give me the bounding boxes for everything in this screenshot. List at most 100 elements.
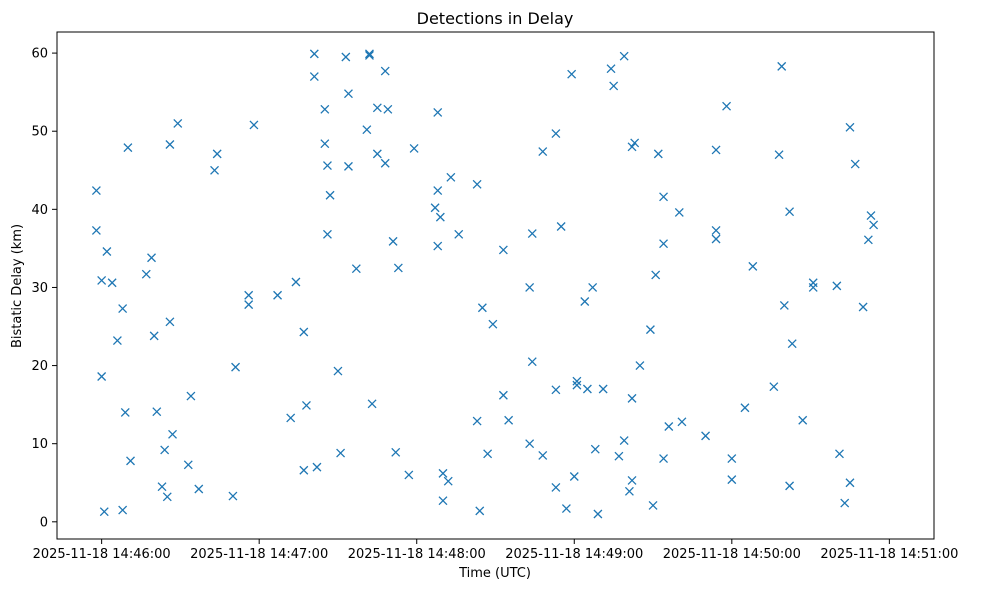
data-point-marker	[99, 507, 109, 517]
data-point-marker	[787, 339, 797, 349]
data-point-marker	[561, 504, 571, 513]
data-point-marker	[149, 331, 159, 341]
data-point-marker	[593, 509, 603, 519]
data-point-marker	[569, 472, 579, 481]
data-point-marker	[835, 449, 844, 459]
x-tick-label: 2025-11-18 14:47:00	[190, 547, 328, 562]
data-point-marker	[483, 449, 493, 459]
data-point-marker	[372, 103, 382, 113]
data-point-marker	[582, 384, 592, 394]
data-point-marker	[651, 270, 661, 280]
data-points	[91, 49, 879, 519]
y-tick-label: 0	[40, 515, 48, 530]
data-point-marker	[774, 150, 784, 160]
data-point-marker	[653, 149, 663, 159]
data-point-marker	[551, 385, 561, 395]
data-point-marker	[141, 269, 151, 279]
data-point-marker	[635, 361, 645, 371]
data-point-marker	[147, 253, 156, 263]
data-point-marker	[863, 235, 873, 245]
data-point-marker	[309, 49, 319, 59]
data-point-marker	[438, 496, 448, 506]
y-axis-label: Bistatic Delay (km)	[10, 224, 25, 348]
data-point-marker	[343, 89, 353, 99]
data-point-marker	[627, 475, 637, 485]
y-tick-label: 40	[31, 203, 48, 218]
data-point-marker	[572, 376, 582, 386]
data-point-marker	[769, 382, 779, 392]
x-tick-label: 2025-11-18 14:51:00	[820, 547, 958, 562]
data-point-marker	[343, 161, 353, 171]
data-point-marker	[435, 212, 445, 222]
data-point-marker	[498, 245, 508, 255]
data-point-marker	[866, 211, 876, 221]
data-point-marker	[551, 482, 561, 492]
data-point-marker	[433, 186, 443, 196]
data-point-marker	[488, 319, 498, 329]
data-point-marker	[299, 465, 309, 475]
data-point-marker	[551, 129, 561, 139]
plot-area-frame	[56, 31, 935, 540]
data-point-marker	[446, 172, 456, 182]
data-point-marker	[674, 207, 684, 217]
data-point-marker	[711, 145, 721, 155]
chart-title: Detections in Delay	[417, 9, 574, 28]
data-point-marker	[91, 225, 101, 235]
data-point-marker	[341, 52, 351, 62]
data-point-marker	[391, 447, 401, 457]
data-point-marker	[165, 317, 175, 327]
data-point-marker	[409, 143, 419, 153]
data-point-marker	[438, 468, 448, 478]
data-point-marker	[858, 302, 868, 312]
data-point-marker	[701, 431, 711, 441]
data-point-marker	[840, 498, 850, 508]
data-point-marker	[322, 229, 332, 239]
data-point-marker	[333, 366, 343, 376]
data-point-marker	[659, 192, 669, 202]
data-point-marker	[286, 413, 296, 423]
y-tick-label: 60	[31, 47, 48, 62]
data-point-marker	[433, 241, 443, 251]
data-point-marker	[538, 147, 548, 156]
data-point-marker	[365, 49, 374, 59]
data-point-marker	[475, 506, 485, 516]
y-tick-label: 30	[31, 281, 48, 296]
data-point-marker	[102, 247, 112, 256]
data-point-marker	[619, 436, 629, 446]
data-point-marker	[785, 481, 795, 491]
data-point-marker	[590, 444, 600, 454]
data-point-marker	[722, 101, 732, 111]
data-point-marker	[477, 303, 487, 313]
data-point-marker	[367, 399, 377, 409]
data-point-marker	[160, 445, 170, 455]
x-tick-label: 2025-11-18 14:49:00	[505, 547, 643, 562]
data-point-marker	[504, 415, 514, 425]
data-point-marker	[118, 505, 128, 515]
x-axis-label: Time (UTC)	[458, 566, 531, 581]
data-point-marker	[231, 362, 241, 372]
data-point-marker	[322, 161, 332, 171]
data-point-marker	[380, 158, 390, 168]
x-tick-label: 2025-11-18 14:48:00	[348, 547, 486, 562]
x-tick-label: 2025-11-18 14:50:00	[663, 547, 801, 562]
data-point-marker	[527, 229, 537, 239]
data-point-marker	[97, 372, 107, 381]
data-point-marker	[443, 476, 453, 486]
data-point-marker	[309, 72, 319, 81]
data-point-marker	[157, 482, 167, 492]
data-point-marker	[779, 300, 789, 310]
data-point-marker	[598, 384, 608, 394]
data-point-marker	[727, 454, 737, 463]
data-point-marker	[627, 393, 637, 403]
data-point-marker	[648, 500, 658, 510]
data-point-marker	[606, 64, 616, 74]
data-point-marker	[299, 327, 309, 337]
data-point-marker	[301, 400, 311, 410]
data-point-marker	[588, 282, 598, 292]
data-point-marker	[291, 277, 301, 287]
data-point-marker	[404, 470, 414, 480]
data-point-marker	[845, 478, 855, 488]
data-point-marker	[472, 179, 482, 189]
data-point-marker	[365, 50, 374, 60]
